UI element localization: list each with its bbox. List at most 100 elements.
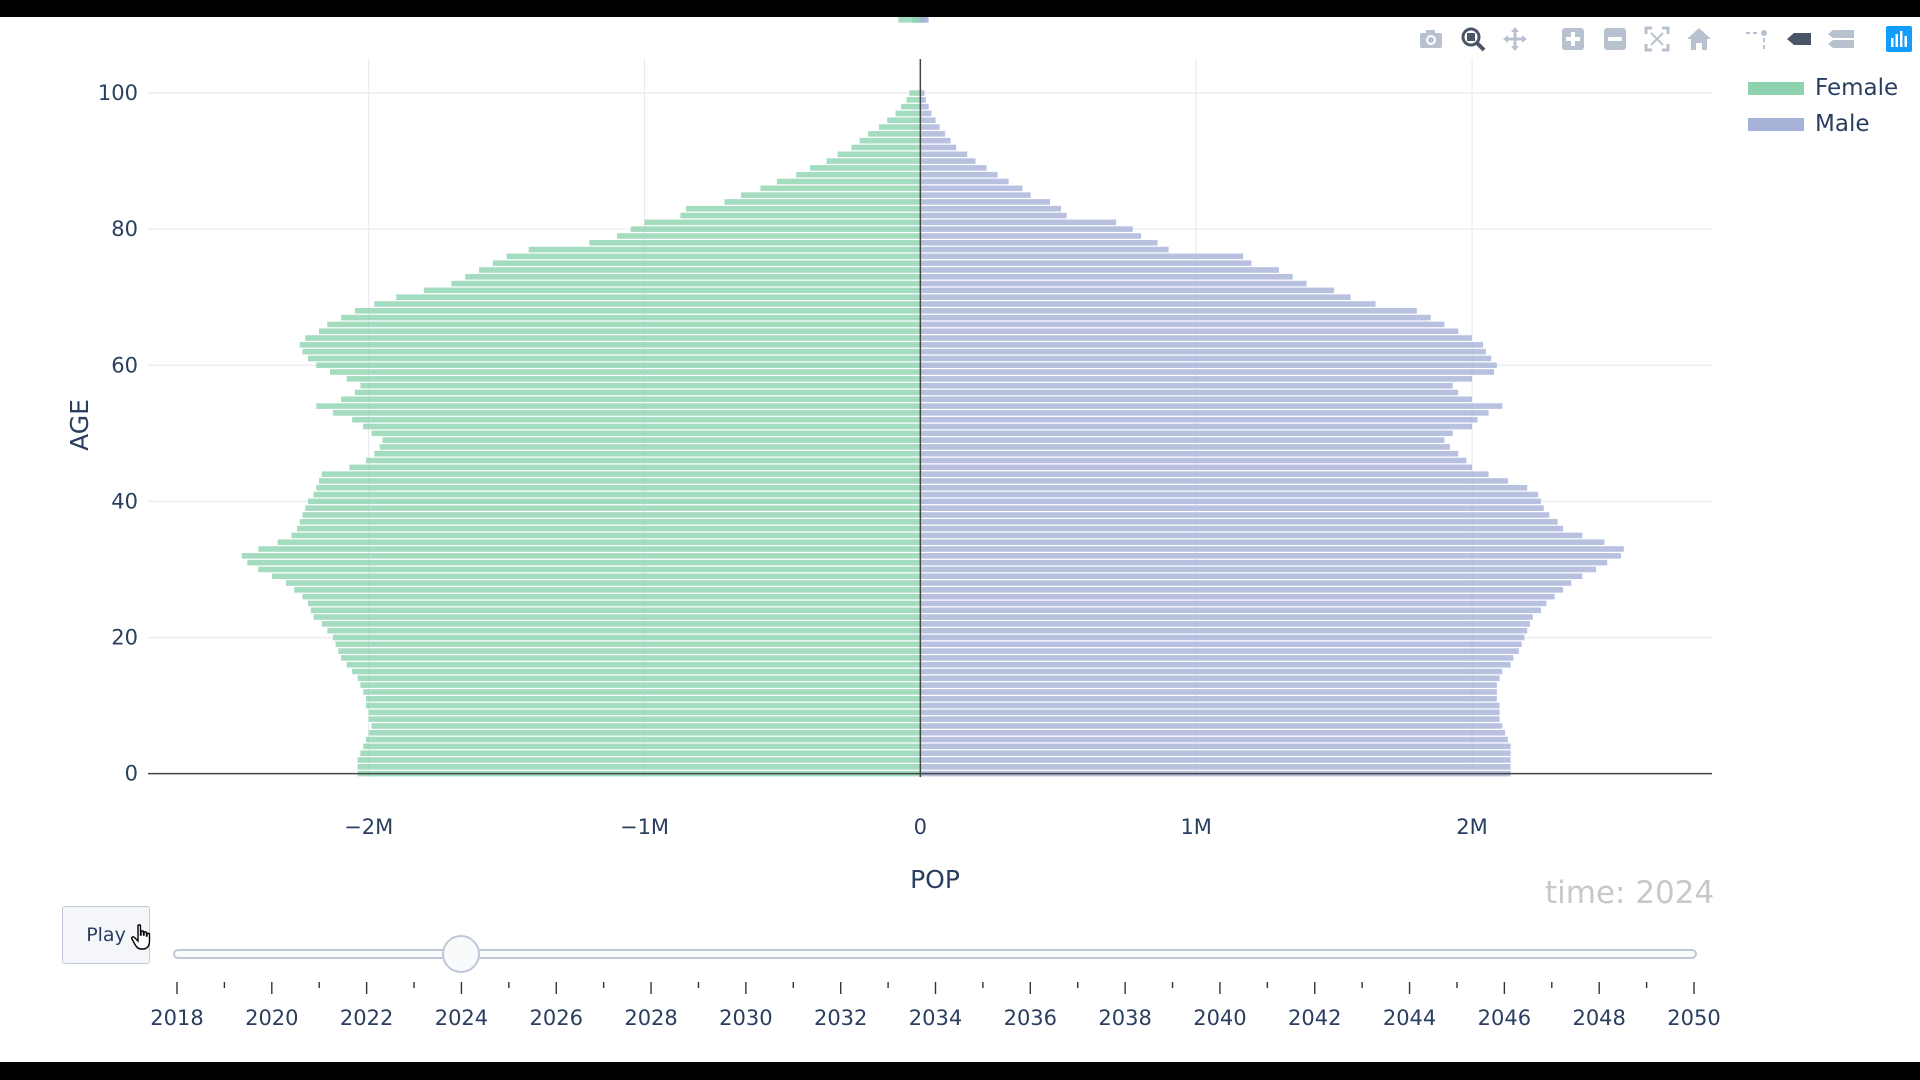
bar-female bbox=[506, 253, 921, 260]
slider-tick-label: 2038 bbox=[1098, 1006, 1151, 1030]
bar-male bbox=[920, 416, 1478, 423]
slider-tick-label: 2030 bbox=[719, 1006, 772, 1030]
bar-male bbox=[920, 382, 1453, 389]
bar-male bbox=[920, 342, 1484, 348]
bar-female bbox=[354, 308, 921, 314]
bar-male bbox=[920, 491, 1539, 498]
bar-male bbox=[920, 212, 1067, 219]
plotly-logo-icon[interactable] bbox=[1882, 22, 1916, 56]
bar-female bbox=[327, 321, 921, 328]
bar-male bbox=[920, 233, 1142, 239]
bar-male bbox=[920, 444, 1450, 450]
legend-swatch-female bbox=[1748, 81, 1804, 95]
bar-female bbox=[479, 267, 921, 273]
bar-male bbox=[920, 151, 968, 158]
bar-male bbox=[920, 185, 1023, 192]
reset-axes-icon[interactable] bbox=[1682, 22, 1716, 56]
bar-male bbox=[920, 403, 1503, 409]
bar-female bbox=[321, 621, 921, 627]
bar-male bbox=[920, 580, 1572, 586]
bar-male bbox=[920, 553, 1621, 559]
bar-male bbox=[920, 539, 1605, 545]
bar-male bbox=[920, 566, 1597, 573]
pan-icon[interactable] bbox=[1498, 22, 1532, 56]
bar-male bbox=[920, 668, 1503, 675]
bar-male bbox=[920, 702, 1500, 709]
bar-female bbox=[307, 498, 921, 505]
legend-item-female[interactable]: Female bbox=[1748, 70, 1898, 106]
bar-male bbox=[920, 348, 1486, 355]
bar-female bbox=[305, 505, 921, 511]
bar-female bbox=[741, 192, 921, 198]
current-time-label: time: 2024 bbox=[1545, 875, 1715, 911]
bar-male bbox=[920, 505, 1544, 511]
modebar bbox=[1410, 21, 1920, 57]
legend-item-male[interactable]: Male bbox=[1748, 106, 1898, 142]
spike-lines-icon[interactable] bbox=[1740, 22, 1774, 56]
bar-female bbox=[368, 709, 921, 716]
bar-female bbox=[901, 103, 921, 110]
bar-female bbox=[302, 512, 921, 518]
hover-closest-icon[interactable] bbox=[1782, 22, 1816, 56]
bar-female bbox=[341, 655, 921, 661]
bar-male bbox=[920, 226, 1133, 232]
bar-female bbox=[374, 301, 921, 307]
bar-male bbox=[920, 90, 925, 96]
bar-female bbox=[307, 600, 921, 607]
bar-female bbox=[302, 348, 921, 355]
bar-female bbox=[616, 233, 921, 239]
bar-female bbox=[299, 518, 921, 525]
zoom-icon[interactable] bbox=[1456, 22, 1490, 56]
bar-female bbox=[258, 566, 921, 573]
x-axis-title: POP bbox=[910, 865, 960, 894]
bar-female bbox=[316, 403, 921, 409]
bar-male bbox=[920, 675, 1500, 682]
bar-male bbox=[920, 239, 1158, 246]
bar-female bbox=[492, 260, 921, 266]
bar-male bbox=[920, 294, 1351, 300]
slider-tick-label: 2034 bbox=[909, 1006, 962, 1030]
slider-tick-label: 2020 bbox=[245, 1006, 298, 1030]
axes: −2M −1M 0 1M 2M 0 20 40 60 80 100 bbox=[98, 59, 1712, 839]
camera-icon[interactable] bbox=[1414, 22, 1448, 56]
bar-male bbox=[920, 518, 1558, 525]
bar-male bbox=[920, 205, 1062, 212]
bar-male bbox=[920, 389, 1459, 396]
x-tick-label: −2M bbox=[344, 815, 393, 839]
play-button[interactable]: Play bbox=[62, 906, 150, 964]
bar-female bbox=[867, 131, 921, 137]
time-slider-rail[interactable] bbox=[173, 949, 1697, 959]
bar-female bbox=[299, 342, 921, 348]
bar-male bbox=[920, 450, 1459, 457]
bar-male bbox=[920, 376, 1473, 382]
bar-male bbox=[920, 158, 976, 164]
bar-male bbox=[920, 573, 1583, 580]
y-tick-label: 40 bbox=[111, 489, 138, 513]
time-slider-handle[interactable] bbox=[442, 935, 481, 973]
bar-female bbox=[365, 702, 921, 709]
bar-female bbox=[319, 328, 921, 335]
zoom-in-icon[interactable] bbox=[1556, 22, 1590, 56]
bar-female bbox=[316, 362, 921, 369]
bar-female bbox=[451, 280, 921, 287]
autoscale-icon[interactable] bbox=[1640, 22, 1674, 56]
bar-male bbox=[920, 661, 1511, 668]
zoom-out-icon[interactable] bbox=[1598, 22, 1632, 56]
slider-tick-label: 2018 bbox=[150, 1006, 203, 1030]
bar-male bbox=[920, 457, 1467, 464]
bar-female bbox=[360, 750, 921, 756]
slider-tick-label: 2042 bbox=[1288, 1006, 1341, 1030]
bar-female bbox=[528, 246, 921, 253]
bar-male bbox=[920, 695, 1497, 702]
hover-compare-icon[interactable] bbox=[1824, 22, 1858, 56]
bar-female bbox=[363, 689, 921, 695]
bar-male bbox=[920, 437, 1445, 443]
x-tick-label: 0 bbox=[914, 815, 927, 839]
bar-female bbox=[909, 90, 921, 96]
bar-male bbox=[920, 178, 1009, 185]
bar-female bbox=[277, 539, 921, 545]
bar-male bbox=[920, 335, 1473, 341]
bar-male bbox=[920, 634, 1525, 641]
slider-ticks: 2018 2020 2022 2024 2026 2028 2030 2032 2034 2036… bbox=[150, 982, 1721, 1030]
bar-male bbox=[920, 260, 1252, 266]
